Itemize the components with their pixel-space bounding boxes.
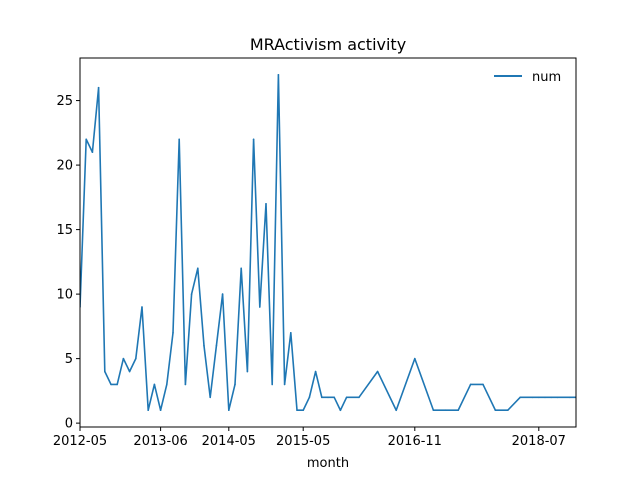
y-tick-label: 5 — [65, 352, 73, 367]
data-point — [314, 370, 317, 373]
data-point — [507, 409, 509, 412]
data-point — [290, 332, 292, 334]
axes-frame — [79, 57, 577, 428]
data-point — [531, 396, 534, 399]
data-point — [85, 138, 87, 141]
data-point — [283, 383, 286, 386]
data-point — [358, 396, 360, 399]
data-point — [538, 396, 540, 399]
data-point — [277, 73, 280, 76]
data-point — [432, 409, 435, 412]
data-point — [544, 396, 546, 399]
data-point — [184, 383, 187, 386]
legend-label: num — [532, 70, 561, 85]
data-point — [321, 396, 323, 399]
data-point — [569, 396, 571, 399]
x-tick-label: 2014-05 — [202, 434, 256, 449]
data-point — [209, 396, 211, 399]
data-point — [445, 409, 447, 412]
y-axis: 0 5 10 15 20 25 — [56, 94, 80, 432]
data-point — [339, 409, 342, 412]
y-tick-label: 25 — [56, 94, 73, 109]
chart-title: MRActivism activity — [250, 35, 406, 54]
data-point — [556, 396, 559, 399]
data-point — [469, 383, 472, 386]
data-point — [215, 344, 218, 347]
data-point — [234, 383, 236, 386]
data-point — [395, 409, 398, 412]
x-tick-label: 2013-06 — [133, 434, 187, 449]
plot-area — [80, 73, 576, 412]
data-point — [345, 396, 348, 399]
data-point — [333, 396, 336, 399]
data-point — [265, 202, 267, 205]
data-point — [91, 151, 94, 153]
x-axis-label: month — [307, 456, 349, 471]
data-point — [252, 138, 255, 141]
data-point — [153, 383, 156, 386]
x-tick-label: 2012-05 — [53, 434, 107, 449]
y-tick-label: 10 — [56, 288, 73, 303]
x-tick-label: 2015-05 — [276, 434, 330, 449]
data-point — [457, 409, 460, 412]
data-point — [259, 306, 261, 308]
legend: num — [494, 70, 561, 85]
data-point — [128, 370, 131, 373]
y-tick-label: 15 — [56, 223, 73, 238]
data-point — [159, 409, 162, 412]
data-point — [228, 409, 230, 412]
x-tick-label: 2016-11 — [388, 434, 442, 449]
data-point — [141, 306, 143, 308]
data-point — [116, 383, 118, 386]
data-point — [376, 370, 379, 373]
data-point — [414, 357, 416, 360]
y-tick-label: 0 — [65, 417, 73, 432]
data-point — [190, 293, 193, 295]
y-tick-label: 20 — [56, 159, 73, 174]
data-point — [147, 409, 149, 412]
data-point — [97, 86, 100, 89]
data-point — [135, 357, 137, 360]
data-point — [494, 409, 497, 412]
data-point — [203, 344, 205, 347]
data-point — [178, 138, 180, 141]
data-point — [327, 396, 329, 399]
data-point — [240, 267, 242, 270]
data-point — [104, 370, 106, 373]
data-point — [482, 383, 484, 386]
data-point — [197, 267, 199, 270]
data-point — [302, 409, 305, 412]
data-point — [296, 409, 298, 412]
data-point — [550, 396, 552, 399]
data-point — [172, 332, 174, 334]
data-point — [271, 383, 274, 386]
data-point — [246, 370, 249, 373]
data-point — [166, 383, 168, 386]
x-axis: 2012-05 2013-06 2014-05 2015-05 2016-11 2018-… — [53, 427, 566, 449]
data-point — [221, 293, 224, 295]
data-point — [110, 383, 112, 386]
x-tick-label: 2018-07 — [512, 434, 566, 449]
data-point — [308, 396, 311, 399]
data-point — [122, 357, 125, 360]
data-point — [519, 396, 521, 399]
